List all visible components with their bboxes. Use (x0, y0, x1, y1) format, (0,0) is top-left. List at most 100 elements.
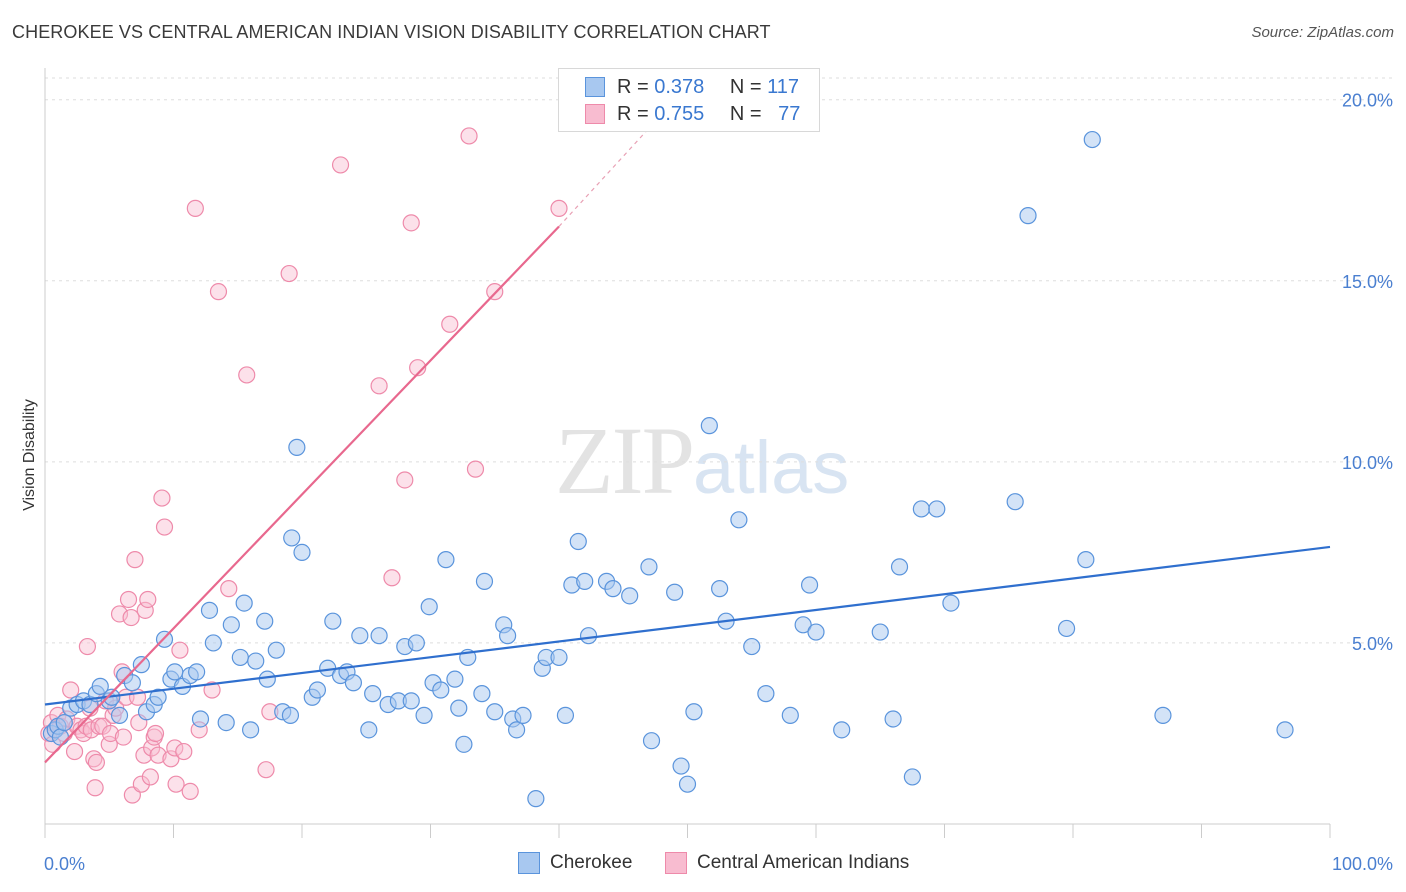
axes (44, 68, 1331, 838)
y-tick-label: 10.0% (1342, 453, 1393, 473)
point-cherokee (743, 637, 761, 656)
point-central-american-indians (162, 750, 180, 768)
legend-swatch-central-american-indians (585, 104, 605, 124)
point-central-american-indians (460, 127, 478, 145)
point-central-american-indians (153, 489, 171, 507)
point-central-american-indians (220, 580, 238, 598)
trend-line-cherokee (44, 545, 1331, 706)
point-cherokee (437, 551, 455, 569)
point-cherokee (640, 558, 658, 576)
point-central-american-indians (141, 768, 159, 786)
point-cherokee (415, 706, 433, 724)
point-central-american-indians (257, 761, 275, 779)
point-central-american-indians (155, 518, 174, 536)
point-cherokee (678, 775, 697, 793)
point-cherokee (1077, 551, 1095, 569)
point-cherokee (473, 685, 491, 703)
legend-n-label: N = (729, 102, 762, 125)
point-cherokee (204, 634, 222, 652)
chart-title: CHEROKEE VS CENTRAL AMERICAN INDIAN VISI… (12, 22, 771, 42)
point-cherokee (344, 674, 362, 692)
point-cherokee (455, 735, 473, 753)
point-central-american-indians (114, 728, 132, 746)
y-tick-label: 5.0% (1352, 634, 1393, 654)
point-central-american-indians (119, 590, 138, 609)
point-cherokee (231, 648, 249, 667)
series-legend-central-american-indians[interactable]: Central American Indians (665, 852, 909, 874)
point-cherokee (235, 594, 253, 612)
point-cherokee (550, 648, 568, 667)
trend-lines (44, 113, 1331, 764)
point-cherokee (283, 529, 301, 547)
point-central-american-indians (466, 460, 485, 478)
point-cherokee (781, 706, 799, 724)
point-cherokee (579, 627, 598, 645)
point-cherokee (928, 500, 946, 518)
watermark-zip: ZIP (555, 407, 695, 514)
point-cherokee (1276, 721, 1294, 739)
point-central-american-indians (396, 471, 414, 489)
point-central-american-indians (136, 601, 154, 619)
legend-r-value: 0.378 (654, 75, 705, 98)
legend-r-label: R = (617, 102, 649, 125)
series-legend-cherokee[interactable]: Cherokee (518, 852, 632, 874)
points-central-american-indians (40, 127, 568, 804)
point-cherokee (450, 699, 468, 717)
grid-lines (45, 77, 1392, 644)
y-tick-label: 20.0% (1342, 91, 1393, 111)
point-central-american-indians (370, 377, 388, 395)
point-cherokee (604, 580, 622, 598)
point-cherokee (420, 598, 438, 616)
legend-r-label: R = (617, 75, 649, 98)
series-swatch-cherokee (518, 852, 540, 874)
point-central-american-indians (87, 753, 106, 772)
trend-line-central-american-indians (44, 225, 560, 764)
point-cherokee (507, 721, 526, 739)
point-cherokee (364, 685, 382, 703)
point-central-american-indians (139, 590, 157, 609)
y-axis-label: Vision Disability (21, 399, 38, 511)
legend-swatch-cherokee (585, 77, 605, 97)
point-central-american-indians (550, 199, 568, 217)
point-cherokee (1154, 706, 1172, 724)
point-central-american-indians (132, 775, 150, 793)
point-cherokee (833, 721, 851, 739)
point-central-american-indians (238, 366, 256, 384)
legend-n-value: 117 (767, 75, 799, 98)
point-central-american-indians (409, 359, 427, 377)
point-central-american-indians (186, 199, 204, 217)
point-central-american-indians (486, 283, 504, 301)
point-cherokee (700, 417, 718, 435)
point-cherokee (757, 685, 775, 703)
x-tick-label: 100.0% (1332, 854, 1393, 874)
point-cherokee (621, 587, 639, 605)
point-central-american-indians (441, 315, 459, 333)
point-cherokee (242, 721, 260, 739)
x-tick-label: 0.0% (44, 854, 85, 874)
correlation-legend: R = 0.378 N = 117 R = 0.755 N = 77 (558, 68, 820, 132)
point-cherokee (1006, 493, 1024, 511)
point-cherokee (149, 688, 167, 706)
points-cherokee (42, 130, 1294, 808)
legend-n-label: N = (729, 75, 762, 98)
point-cherokee (407, 634, 425, 652)
point-cherokee (191, 710, 210, 728)
legend-n-value: 77 (778, 102, 801, 125)
y-tick-label: 15.0% (1342, 272, 1393, 292)
point-cherokee (351, 627, 369, 645)
point-cherokee (432, 681, 450, 699)
point-central-american-indians (100, 735, 118, 753)
trend-extension-central-american-indians (558, 113, 663, 227)
point-cherokee (324, 612, 342, 630)
point-cherokee (360, 721, 378, 739)
point-cherokee (288, 438, 306, 456)
axis-labels: 5.0% 10.0% 15.0% 20.0% 0.0% 100.0% Vision Disa… (21, 91, 1393, 874)
point-central-american-indians (146, 724, 165, 743)
source-note: Source: ZipAtlas.com (1251, 24, 1394, 41)
watermark: ZIPatlas (555, 405, 849, 516)
legend-row-central-american-indians: R = 0.755 N = 77 (585, 101, 800, 127)
point-cherokee (217, 714, 235, 732)
point-cherokee (642, 732, 661, 750)
point-central-american-indians (122, 608, 140, 627)
legend-r-value: 0.755 (654, 102, 705, 125)
